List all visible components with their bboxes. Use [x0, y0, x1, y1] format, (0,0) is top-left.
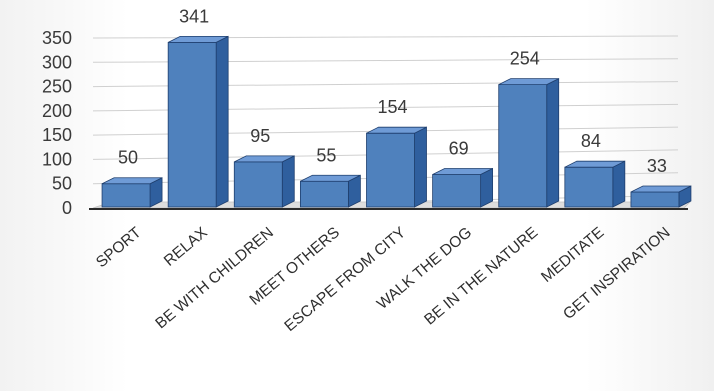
bar-top-face — [498, 78, 559, 86]
bar-top-face — [432, 168, 493, 175]
data-label: 341 — [179, 6, 209, 26]
bar-top-face — [630, 185, 692, 193]
y-tick-label: 50 — [52, 174, 72, 194]
data-label: 55 — [316, 145, 336, 165]
data-label: 50 — [118, 148, 138, 168]
bar-get-inspiration — [630, 185, 692, 208]
x-category-label: BE IN THE NATURE — [421, 224, 541, 329]
bar-front-face — [630, 191, 680, 208]
bar-meditate — [564, 160, 626, 208]
bar-walk-the-dog — [432, 167, 494, 208]
bar-side-face — [612, 160, 626, 208]
bar-front-face — [233, 161, 283, 208]
x-category-label: GET INSPIRATION — [560, 224, 673, 323]
data-label: 69 — [449, 138, 469, 158]
bar-top-face — [366, 126, 427, 134]
bar-sport — [101, 177, 163, 208]
x-category-label: SPORT — [93, 224, 145, 272]
bar-top-face — [564, 160, 626, 168]
bar-meet-others — [299, 174, 361, 208]
bar-top-face — [101, 177, 163, 185]
bar-front-face — [432, 174, 482, 208]
data-label: 154 — [377, 97, 407, 117]
bar-front-face — [299, 180, 349, 208]
data-labels: 50 341 95 55 154 69 254 84 33 — [118, 6, 667, 176]
y-tick-label: 100 — [42, 149, 72, 169]
bar-front-face — [366, 132, 415, 208]
y-axis: 0 50 100 150 200 250 300 350 — [42, 28, 72, 218]
bar-relax — [167, 35, 229, 208]
y-tick-label: 200 — [42, 101, 72, 121]
bar-front-face — [498, 84, 548, 208]
bar-side-face — [414, 126, 427, 208]
bar-front-face — [101, 183, 151, 208]
data-label: 84 — [581, 131, 601, 151]
bar-side-face — [480, 167, 494, 208]
x-category-label: RELAX — [161, 224, 211, 270]
data-label: 254 — [510, 49, 540, 69]
y-tick-label: 350 — [42, 28, 72, 48]
bar-front-face — [167, 41, 217, 208]
bar-top-face — [167, 35, 229, 43]
bar-escape-from-city — [366, 126, 427, 208]
y-tick-label: 250 — [42, 77, 72, 97]
y-tick-label: 0 — [62, 198, 72, 218]
bar-be-in-the-nature — [498, 77, 560, 208]
bar-front-face — [564, 166, 614, 208]
bar-be-with-children — [233, 155, 295, 208]
bar-side-face — [281, 155, 295, 208]
bar-top-face — [234, 155, 295, 163]
y-tick-label: 150 — [42, 125, 72, 145]
x-category-label: BE WITH CHILDREN — [152, 224, 276, 332]
bar-top-face — [300, 174, 361, 182]
data-label: 95 — [250, 126, 270, 146]
y-tick-label: 300 — [42, 52, 72, 72]
x-category-label: MEDITATE — [538, 224, 607, 286]
bar-side-face — [215, 35, 229, 208]
data-label: 33 — [647, 156, 667, 176]
bar-side-face — [546, 77, 560, 208]
bars-layer — [101, 35, 692, 208]
x-category-label: ESCAPE FROM CITY — [281, 224, 409, 335]
